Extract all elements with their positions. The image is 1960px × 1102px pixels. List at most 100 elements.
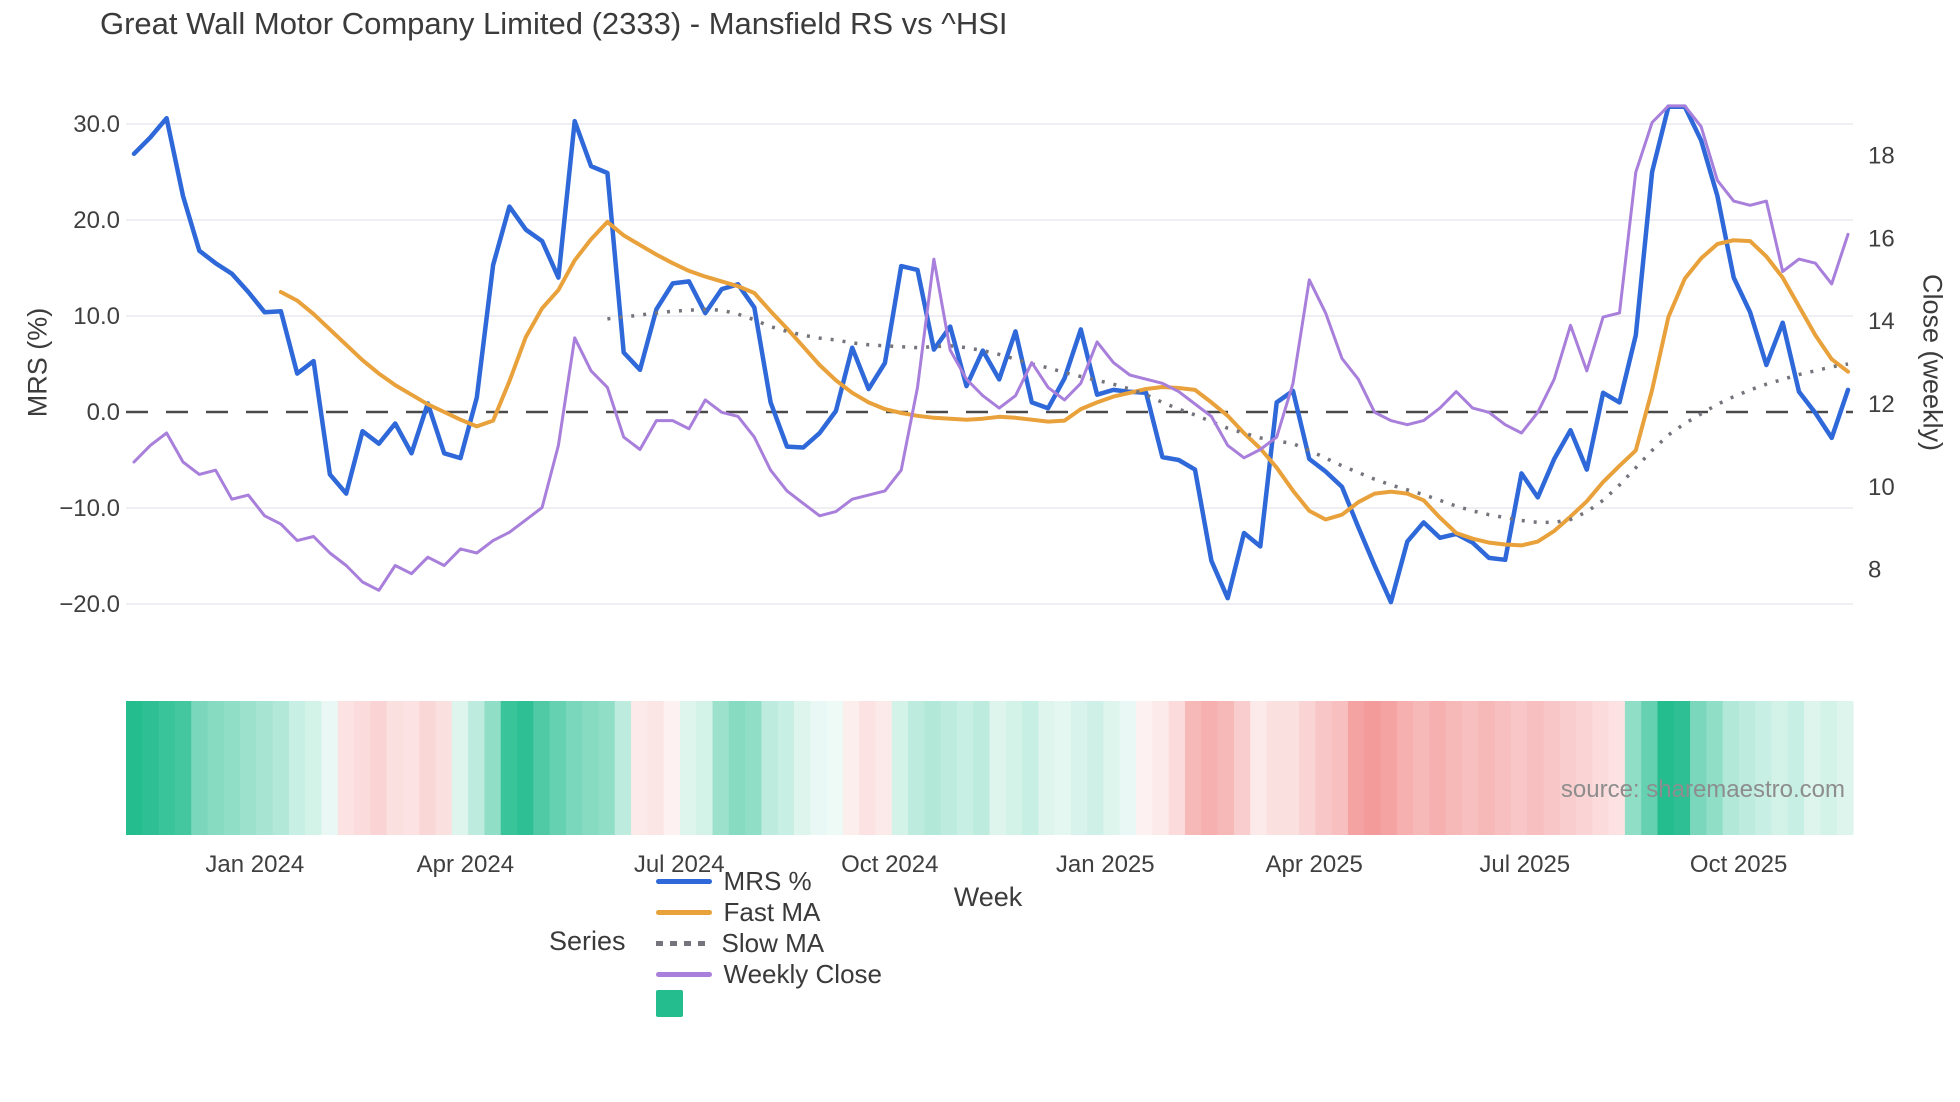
x-tick-label: Apr 2025 — [1266, 851, 1363, 878]
heatmap-cell — [1103, 701, 1121, 835]
x-tick-label: Jul 2025 — [1479, 851, 1570, 878]
heatmap-cell — [973, 701, 990, 835]
heatmap-cell — [1022, 701, 1039, 835]
heatmap-cell — [1364, 701, 1382, 835]
heatmap-cell — [1070, 701, 1088, 835]
heatmap-cell — [1820, 701, 1838, 835]
legend-item-label: Fast MA — [723, 896, 821, 927]
heatmap-cell — [1168, 701, 1186, 835]
heatmap-cell — [321, 701, 339, 835]
heatmap-cell — [1185, 701, 1202, 835]
heatmap-cell — [1461, 701, 1479, 835]
heatmap-cell — [256, 701, 274, 835]
heatmap-cell — [1233, 701, 1251, 835]
chart-title: Great Wall Motor Company Limited (2333) … — [100, 6, 1008, 41]
heatmap-cell — [402, 701, 420, 835]
heatmap-cell — [1787, 701, 1805, 835]
heatmap-cell — [875, 701, 893, 835]
heatmap-cell — [908, 701, 925, 835]
heatmap-cell — [174, 701, 192, 835]
x-axis-title: Week — [953, 882, 1023, 912]
heatmap-cell — [533, 701, 551, 835]
legend-title: Series — [549, 925, 626, 956]
legend-line-swatch-icon — [655, 909, 712, 915]
heatmap-cell — [598, 701, 616, 835]
heatmap-cell — [712, 701, 730, 835]
heatmap-cell — [354, 701, 371, 835]
heatmap-cell — [1445, 701, 1463, 835]
heatmap-cell — [565, 701, 583, 835]
heatmap-cell — [728, 701, 746, 835]
heatmap-cell — [468, 701, 485, 835]
heatmap-cell — [1478, 701, 1496, 835]
heatmap-cell — [1299, 701, 1316, 835]
legend-item-label: Weekly Close — [723, 958, 882, 989]
legend-line-swatch-icon — [655, 878, 712, 884]
heatmap-cell — [1657, 701, 1675, 835]
heatmap-cell — [1217, 701, 1235, 835]
heatmap-cell — [1315, 701, 1333, 835]
heatmap-cell — [1738, 701, 1756, 835]
heatmap-cell — [1380, 701, 1398, 835]
x-tick-label: Jul 2024 — [634, 851, 725, 878]
heatmap-cell — [1429, 701, 1447, 835]
heatmap-cell — [1641, 701, 1658, 835]
heatmap-cell — [419, 701, 437, 835]
heatmap-cell — [1396, 701, 1414, 835]
y-left-tick-label: −20.0 — [59, 591, 120, 618]
series-line-slow-ma — [607, 307, 1849, 525]
heatmap-cell — [142, 701, 160, 835]
heatmap-cell — [1673, 701, 1691, 835]
heatmap-cell — [679, 701, 697, 835]
heatmap-cell — [940, 701, 958, 835]
heatmap-cell — [1201, 701, 1219, 835]
y-right-tick-label: 14 — [1868, 308, 1895, 335]
heatmap-cell — [1576, 701, 1593, 835]
heatmap-cell — [1266, 701, 1284, 835]
heatmap-cell — [1282, 701, 1300, 835]
heatmap-cell — [582, 701, 599, 835]
legend-item-label: Slow MA — [721, 927, 825, 958]
heatmap-cell — [614, 701, 632, 835]
y-left-tick-label: 30.0 — [73, 111, 120, 138]
heatmap-cell — [1054, 701, 1072, 835]
legend-items: MRS % Fast MA Slow MA Weekly Close — [655, 865, 912, 1017]
x-tick-label: Oct 2025 — [1690, 851, 1787, 878]
heatmap-cell — [517, 701, 534, 835]
heatmap-cell — [1005, 701, 1023, 835]
heatmap-cell — [1494, 701, 1512, 835]
legend-item-heat-swatch[interactable] — [655, 989, 882, 1017]
heatmap-cell — [1771, 701, 1789, 835]
legend-item-weekly-close[interactable]: Weekly Close — [655, 958, 882, 990]
heatmap-cell — [1722, 701, 1740, 835]
heatmap-cell — [126, 701, 143, 835]
heatmap-cell — [240, 701, 257, 835]
heatmap-cell — [696, 701, 714, 835]
legend-item-label: MRS % — [723, 865, 812, 896]
heatmap-cell — [1755, 701, 1773, 835]
heatmap-cell — [1152, 701, 1170, 835]
heatmap-cell — [1690, 701, 1707, 835]
y-right-tick-label: 10 — [1868, 474, 1895, 501]
heatmap-cell — [1331, 701, 1349, 835]
heatmap-cell — [288, 701, 306, 835]
heatmap-cell — [1136, 701, 1153, 835]
legend-line-swatch-icon — [655, 971, 712, 977]
legend-item-mrs-[interactable]: MRS % — [655, 865, 882, 897]
heatmap-cell — [435, 701, 453, 835]
legend-item-fast-ma[interactable]: Fast MA — [655, 896, 882, 928]
heatmap-cell — [891, 701, 909, 835]
legend-item-slow-ma[interactable]: Slow MA — [655, 927, 882, 959]
y-left-tick-label: 0.0 — [87, 399, 120, 426]
heatmap-cell — [1250, 701, 1267, 835]
x-tick-label: Oct 2024 — [841, 851, 938, 878]
heatmap-cell — [810, 701, 828, 835]
heatmap-cell — [1347, 701, 1365, 835]
heatmap-cell — [1608, 701, 1626, 835]
heatmap-cell — [500, 701, 518, 835]
heatmap-cell — [761, 701, 779, 835]
heatmap-cell — [1413, 701, 1430, 835]
heatmap-cell — [451, 701, 469, 835]
